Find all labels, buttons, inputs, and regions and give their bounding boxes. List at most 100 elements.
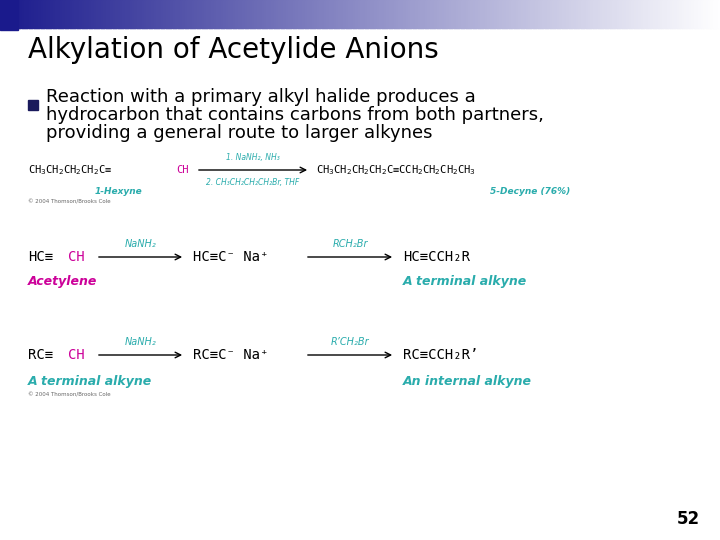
Bar: [504, 0, 508, 28]
Bar: [482, 0, 486, 28]
Bar: [698, 0, 702, 28]
Text: 5-Decyne (76%): 5-Decyne (76%): [490, 187, 570, 197]
Bar: [77, 0, 80, 28]
Bar: [454, 0, 457, 28]
Bar: [444, 0, 447, 28]
Bar: [286, 0, 289, 28]
Bar: [490, 0, 493, 28]
Bar: [266, 0, 270, 28]
Bar: [675, 0, 678, 28]
Text: CH: CH: [68, 250, 85, 264]
Bar: [96, 0, 99, 28]
Bar: [562, 0, 565, 28]
Bar: [300, 0, 303, 28]
Text: A terminal alkyne: A terminal alkyne: [28, 375, 152, 388]
Bar: [518, 0, 522, 28]
Bar: [45, 0, 49, 28]
Bar: [151, 0, 155, 28]
Text: 52: 52: [677, 510, 700, 528]
Bar: [122, 0, 126, 28]
Bar: [459, 0, 462, 28]
Bar: [281, 0, 284, 28]
Bar: [163, 0, 166, 28]
Bar: [161, 0, 164, 28]
Text: RC≡C⁻ Na⁺: RC≡C⁻ Na⁺: [193, 348, 269, 362]
Bar: [564, 0, 567, 28]
Bar: [585, 0, 589, 28]
Bar: [338, 0, 342, 28]
Bar: [590, 0, 594, 28]
Bar: [441, 0, 445, 28]
Bar: [192, 0, 195, 28]
Bar: [307, 0, 310, 28]
Bar: [362, 0, 366, 28]
Bar: [271, 0, 274, 28]
Bar: [319, 0, 323, 28]
Bar: [17, 0, 20, 28]
Bar: [691, 0, 695, 28]
Bar: [653, 0, 656, 28]
Bar: [569, 0, 572, 28]
Text: providing a general route to larger alkynes: providing a general route to larger alky…: [46, 124, 433, 142]
Bar: [156, 0, 159, 28]
Bar: [178, 0, 181, 28]
Bar: [36, 0, 40, 28]
Bar: [295, 0, 299, 28]
Bar: [326, 0, 330, 28]
Bar: [538, 0, 541, 28]
Bar: [365, 0, 368, 28]
Bar: [166, 0, 169, 28]
Bar: [259, 0, 263, 28]
Bar: [600, 0, 603, 28]
Bar: [235, 0, 238, 28]
Bar: [605, 0, 608, 28]
Bar: [567, 0, 570, 28]
Bar: [43, 0, 47, 28]
Bar: [516, 0, 519, 28]
Bar: [194, 0, 198, 28]
Bar: [132, 0, 135, 28]
Bar: [65, 0, 68, 28]
Bar: [158, 0, 162, 28]
Bar: [110, 0, 114, 28]
Bar: [153, 0, 157, 28]
Bar: [384, 0, 387, 28]
Bar: [240, 0, 243, 28]
Bar: [657, 0, 661, 28]
Bar: [427, 0, 431, 28]
Bar: [624, 0, 627, 28]
Bar: [619, 0, 623, 28]
Bar: [238, 0, 241, 28]
Bar: [646, 0, 649, 28]
Bar: [420, 0, 423, 28]
Text: NaNH₂: NaNH₂: [125, 337, 156, 347]
Bar: [617, 0, 620, 28]
Bar: [175, 0, 179, 28]
Bar: [22, 0, 25, 28]
Bar: [418, 0, 421, 28]
Bar: [27, 0, 30, 28]
Bar: [665, 0, 668, 28]
Bar: [648, 0, 652, 28]
Bar: [603, 0, 606, 28]
Bar: [578, 0, 582, 28]
Bar: [214, 0, 217, 28]
Bar: [58, 0, 61, 28]
Bar: [413, 0, 416, 28]
Bar: [197, 0, 200, 28]
Text: HC≡C⁻ Na⁺: HC≡C⁻ Na⁺: [193, 250, 269, 264]
Bar: [24, 0, 27, 28]
Bar: [670, 0, 673, 28]
Bar: [117, 0, 121, 28]
Bar: [612, 0, 616, 28]
Bar: [108, 0, 112, 28]
Bar: [72, 0, 76, 28]
Bar: [682, 0, 685, 28]
Text: CH: CH: [68, 348, 85, 362]
Bar: [576, 0, 580, 28]
Bar: [377, 0, 380, 28]
Bar: [182, 0, 186, 28]
Bar: [650, 0, 654, 28]
Bar: [583, 0, 587, 28]
Bar: [509, 0, 512, 28]
